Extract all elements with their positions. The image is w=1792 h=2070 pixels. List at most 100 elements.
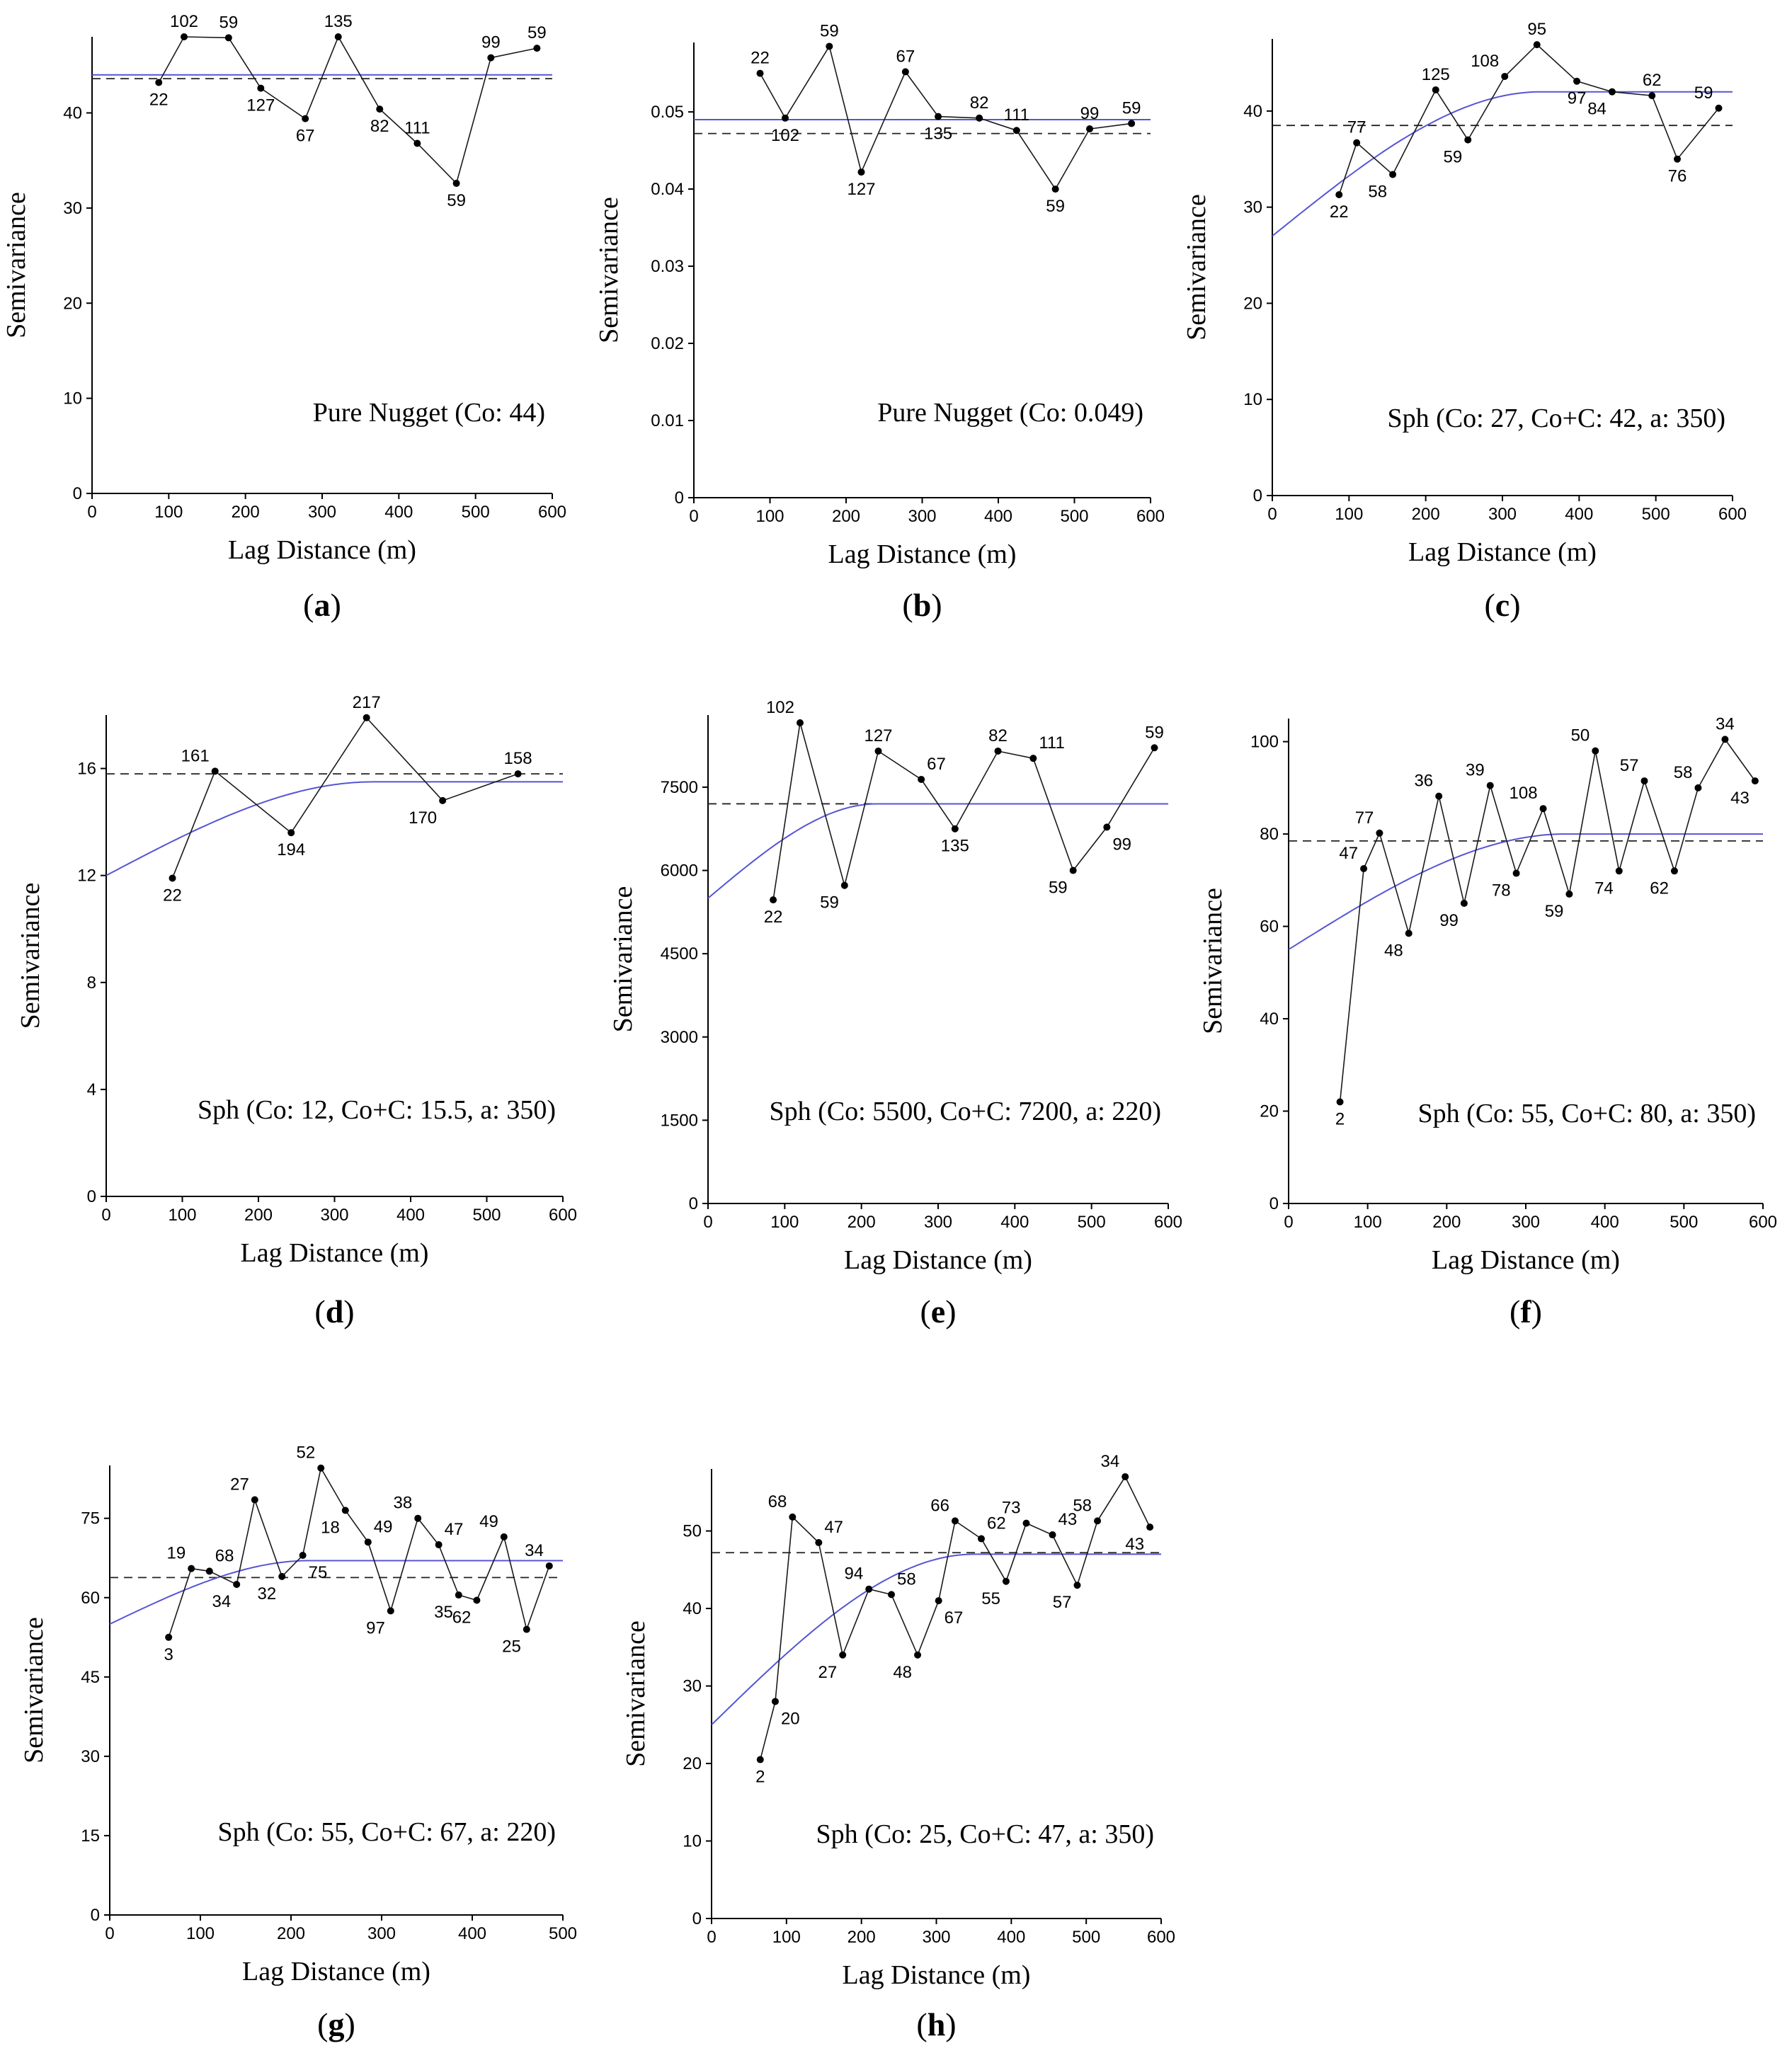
pair-count-label: 99 <box>1439 911 1459 930</box>
data-point <box>500 1533 508 1540</box>
pair-count-label: 97 <box>1568 89 1587 108</box>
pair-count-label: 59 <box>447 191 466 210</box>
x-tick-label: 100 <box>770 1213 799 1232</box>
pair-count-label: 102 <box>766 698 794 717</box>
data-point <box>1103 823 1111 831</box>
chart-panel-e: 0 100 200 300 400 500 600015003000450060007500… <box>608 698 1182 1330</box>
pair-count-label: 108 <box>1471 52 1499 71</box>
data-point <box>797 719 804 726</box>
data-point <box>1512 869 1520 877</box>
pair-count-label: 127 <box>864 726 892 745</box>
data-point <box>1353 139 1361 147</box>
pair-count-label: 27 <box>230 1475 249 1494</box>
y-tick-label: 0.03 <box>651 257 684 276</box>
data-point <box>1049 1531 1056 1539</box>
y-tick-label: 15 <box>81 1826 100 1846</box>
data-point <box>1608 88 1616 96</box>
pair-count-label: 95 <box>1527 20 1546 39</box>
x-tick-label: 0 <box>87 503 96 522</box>
y-tick-label: 0.05 <box>651 103 684 122</box>
pair-count-label: 59 <box>1046 197 1065 216</box>
pair-count-label: 73 <box>1002 1499 1021 1518</box>
pair-count-label: 59 <box>219 13 238 32</box>
x-tick-label: 300 <box>1512 1213 1540 1232</box>
x-tick-label: 100 <box>772 1928 801 1947</box>
model-curve <box>707 803 1168 899</box>
x-tick-label: 500 <box>1072 1928 1100 1947</box>
x-tick-label: 200 <box>848 1928 876 1947</box>
data-point <box>257 84 265 92</box>
y-tick-label: 40 <box>1243 102 1262 121</box>
pair-count-label: 47 <box>824 1518 843 1537</box>
model-annotation: Pure Nugget (Co: 0.049) <box>877 398 1143 428</box>
data-point <box>1670 867 1678 875</box>
data-point <box>455 1591 462 1599</box>
x-tick-label: 500 <box>1060 507 1088 526</box>
x-tick-label: 600 <box>538 503 566 522</box>
pair-count-label: 47 <box>445 1520 464 1539</box>
pair-count-label: 39 <box>1466 761 1485 780</box>
pair-count-label: 34 <box>525 1541 544 1560</box>
x-tick-label: 400 <box>1000 1213 1029 1232</box>
pair-count-label: 43 <box>1125 1535 1144 1554</box>
x-tick-label: 400 <box>458 1924 486 1943</box>
pair-count-label: 67 <box>944 1608 964 1628</box>
pair-count-label: 82 <box>370 117 389 136</box>
y-tick-label: 20 <box>63 294 82 313</box>
data-point <box>1539 805 1547 813</box>
data-point <box>1012 127 1020 135</box>
x-tick-label: 0 <box>105 1924 114 1943</box>
y-tick-label: 30 <box>683 1677 702 1696</box>
data-point <box>1405 930 1413 937</box>
data-point <box>169 874 176 882</box>
pair-count-label: 27 <box>818 1663 838 1682</box>
data-point <box>1486 782 1494 789</box>
y-tick-label: 50 <box>683 1522 702 1541</box>
pair-count-label: 75 <box>309 1563 328 1582</box>
data-point <box>1721 736 1729 743</box>
x-tick-label: 200 <box>244 1206 273 1225</box>
pair-count-label: 55 <box>981 1589 1000 1608</box>
pair-count-label: 34 <box>1716 714 1735 733</box>
x-tick-label: 200 <box>277 1924 305 1943</box>
pair-count-label: 68 <box>215 1546 234 1565</box>
pair-count-label: 108 <box>1509 784 1538 803</box>
pair-count-label: 84 <box>1587 100 1606 119</box>
pair-count-label: 22 <box>1330 202 1349 222</box>
model-annotation: Sph (Co: 5500, Co+C: 7200, a: 220) <box>770 1097 1161 1126</box>
pair-count-label: 76 <box>1668 167 1687 186</box>
chart-panel-c: 0 100 200 300 400 500 600 0 10 20 30 40 Lag Distance… <box>1182 20 1747 623</box>
x-axis-title: Lag Distance (m) <box>241 1238 429 1268</box>
data-point <box>387 1607 394 1615</box>
x-tick-label: 500 <box>1642 505 1670 524</box>
y-tick-label: 80 <box>1260 825 1279 844</box>
x-tick-label: 400 <box>997 1928 1025 1947</box>
data-point <box>211 767 219 775</box>
x-tick-label: 0 <box>1284 1213 1293 1232</box>
data-point <box>1674 155 1681 163</box>
pair-count-label: 125 <box>1422 65 1450 84</box>
data-point <box>789 1513 797 1521</box>
data-point <box>1533 41 1541 49</box>
experimental-semivariogram-line <box>760 1475 1151 1760</box>
model-curve <box>109 1560 563 1625</box>
experimental-semivariogram-line <box>158 35 537 185</box>
data-point <box>533 45 541 52</box>
pair-count-label: 102 <box>170 12 198 31</box>
y-tick-label: 6000 <box>661 862 698 881</box>
pair-count-label: 59 <box>1049 879 1068 898</box>
data-point <box>473 1596 481 1604</box>
x-tick-label: 100 <box>154 503 183 522</box>
data-point <box>1460 899 1468 907</box>
data-point <box>976 114 983 122</box>
data-point <box>317 1464 325 1472</box>
pair-count-label: 48 <box>893 1663 912 1682</box>
y-tick-label: 20 <box>1260 1102 1279 1121</box>
data-point <box>1640 777 1648 785</box>
experimental-semivariogram-line <box>171 716 518 879</box>
data-point <box>233 1581 241 1589</box>
panel-letter-text: d <box>326 1293 344 1330</box>
data-point <box>1022 1519 1030 1527</box>
panel-letter: (c) <box>1484 587 1520 623</box>
